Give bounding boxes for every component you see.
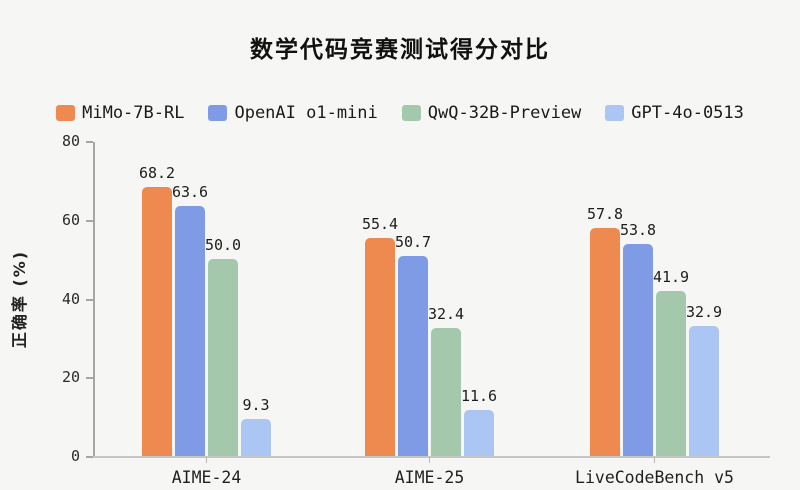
bar-gpt-4o-0513-aime-24	[241, 419, 271, 456]
bar-value-label: 55.4	[361, 214, 399, 233]
bar-value-label: 63.6	[171, 182, 209, 201]
y-tick-mark	[86, 298, 93, 301]
bar-value-label: 50.7	[394, 233, 432, 252]
legend-label: GPT-4o-0513	[631, 103, 744, 123]
legend-label: QwQ-32B-Preview	[427, 103, 582, 123]
y-tick-mark	[86, 141, 93, 143]
bar-gpt-4o-0513-livecodebench-v5	[689, 326, 719, 456]
bar-openai-o1-mini-aime-24	[175, 205, 205, 456]
bar-value-label: 32.4	[427, 305, 465, 324]
chart-title: 数学代码竞赛测试得分对比	[250, 37, 550, 63]
x-tick-mark	[653, 457, 656, 463]
y-tick-label: 80	[61, 132, 80, 150]
bar-qwq-32b-preview-aime-25	[431, 328, 461, 456]
legend-swatch-icon	[605, 105, 625, 121]
y-tick-label: 60	[61, 210, 80, 229]
legend-label: OpenAI o1-mini	[234, 103, 378, 123]
legend-swatch-icon	[56, 105, 76, 121]
bar-mimo-7b-rl-aime-24	[142, 187, 172, 456]
bar-value-label: 11.6	[460, 387, 498, 406]
legend-label: MiMo-7B-RL	[82, 103, 185, 123]
legend: MiMo-7B-RL OpenAI o1-mini QwQ-32B-Preview G…	[0, 103, 800, 123]
legend-item-qwq-32b-preview: QwQ-32B-Preview	[401, 103, 582, 123]
y-axis-line	[93, 142, 95, 457]
bar-qwq-32b-preview-livecodebench-v5	[656, 291, 686, 456]
x-tick-mark	[428, 457, 431, 463]
y-tick-mark	[86, 377, 93, 380]
bar-value-label: 57.8	[586, 205, 624, 224]
y-axis-title: 正确率 (%)	[10, 249, 29, 349]
legend-swatch-icon	[401, 105, 421, 121]
bar-value-label: 32.9	[685, 303, 723, 322]
bar-openai-o1-mini-aime-25	[398, 256, 428, 456]
y-tick-mark	[86, 219, 93, 222]
y-tick-mark	[86, 456, 93, 458]
bar-value-label: 41.9	[652, 268, 690, 287]
x-category-label: LiveCodeBench v5	[575, 468, 734, 487]
plot-area: 0 20 40 60 80 AIME-24 68.2 63.6 50.0 9.3 AIME-25 55…	[62, 134, 770, 487]
y-tick-label: 20	[61, 368, 80, 387]
y-tick-label: 40	[61, 289, 80, 308]
bar-openai-o1-mini-livecodebench-v5	[623, 244, 653, 456]
bar-qwq-32b-preview-aime-24	[208, 259, 238, 456]
bar-value-label: 68.2	[138, 164, 176, 183]
bar-value-label: 53.8	[619, 221, 657, 240]
legend-item-openai-o1-mini: OpenAI o1-mini	[208, 103, 378, 123]
x-category-label: AIME-24	[171, 468, 242, 487]
bar-gpt-4o-0513-aime-25	[464, 410, 494, 456]
bar-mimo-7b-rl-aime-25	[365, 237, 395, 456]
x-axis-line	[93, 456, 770, 458]
legend-swatch-icon	[208, 105, 228, 121]
legend-item-gpt-4o-0513: GPT-4o-0513	[605, 103, 744, 123]
bar-mimo-7b-rl-livecodebench-v5	[590, 228, 620, 456]
bar-value-label: 9.3	[242, 396, 270, 415]
x-category-label: AIME-25	[394, 468, 465, 487]
legend-item-mimo-7b-rl: MiMo-7B-RL	[56, 103, 184, 123]
bar-value-label: 50.0	[204, 236, 242, 255]
y-tick-label: 0	[70, 447, 80, 465]
x-tick-mark	[205, 457, 208, 463]
